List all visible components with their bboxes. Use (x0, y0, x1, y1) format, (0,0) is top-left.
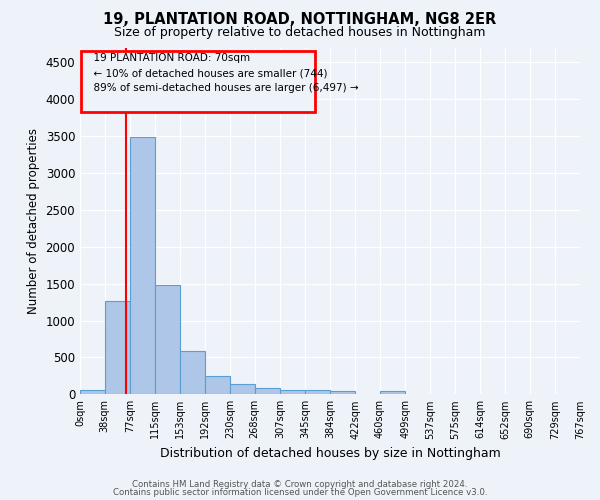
Bar (280, 390, 305, 394)
Text: Contains HM Land Registry data © Crown copyright and database right 2024.: Contains HM Land Registry data © Crown c… (132, 480, 468, 489)
Text: Size of property relative to detached houses in Nottingham: Size of property relative to detached ho… (114, 26, 486, 39)
Text: 19 PLANTATION ROAD: 70sqm
  ← 10% of detached houses are smaller (744)
  89% of : 19 PLANTATION ROAD: 70sqm ← 10% of detac… (86, 54, 358, 93)
Bar (331, 390, 355, 394)
Bar (105, 302, 130, 394)
X-axis label: Distribution of detached houses by size in Nottingham: Distribution of detached houses by size … (160, 447, 500, 460)
Bar (205, 376, 230, 394)
Bar (180, 351, 205, 395)
Text: 19, PLANTATION ROAD, NOTTINGHAM, NG8 2ER: 19, PLANTATION ROAD, NOTTINGHAM, NG8 2ER (103, 12, 497, 28)
Bar (380, 390, 404, 394)
Bar (230, 384, 255, 394)
Bar (82, 51, 315, 112)
Bar (80, 390, 105, 394)
Y-axis label: Number of detached properties: Number of detached properties (27, 128, 40, 314)
Bar (155, 285, 180, 395)
Bar (255, 388, 280, 394)
Bar (305, 390, 329, 394)
Bar (130, 137, 155, 394)
Text: Contains public sector information licensed under the Open Government Licence v3: Contains public sector information licen… (113, 488, 487, 497)
